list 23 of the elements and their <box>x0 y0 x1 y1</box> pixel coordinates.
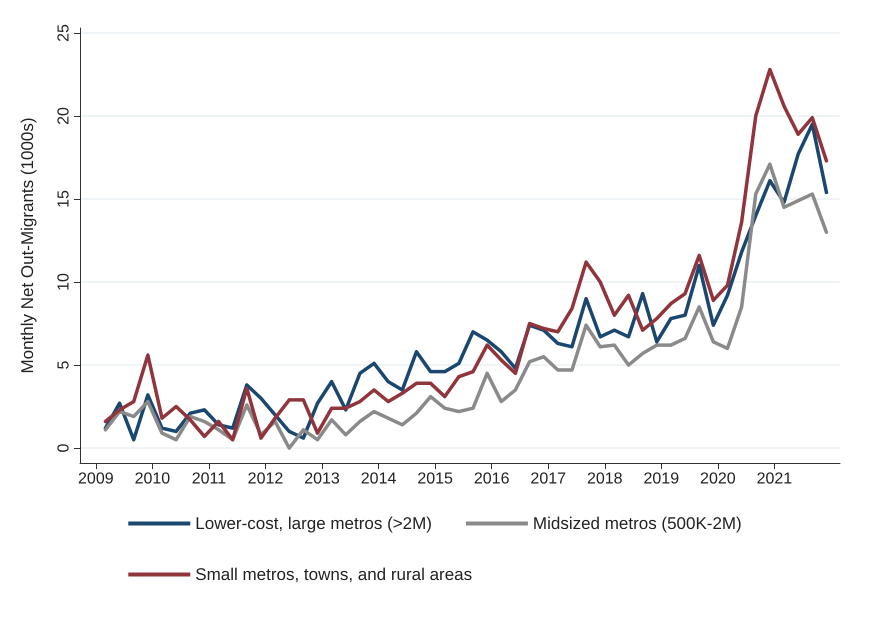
x-tick-label: 2015 <box>417 470 454 488</box>
x-tick-label: 2014 <box>360 470 396 488</box>
y-tick-label: 0 <box>56 444 72 453</box>
y-tick-label: 15 <box>56 190 72 208</box>
x-tick-label: 2016 <box>474 470 510 488</box>
x-tick-label: 2018 <box>586 470 623 488</box>
x-tick-label: 2019 <box>644 470 680 488</box>
y-tick-label: 20 <box>56 106 72 125</box>
x-tick-label: 2009 <box>78 470 114 488</box>
x-tick-label: 2013 <box>304 470 340 488</box>
x-tick-label: 2017 <box>530 470 566 488</box>
x-tick-label: 2011 <box>192 470 226 488</box>
x-tick-label: 2010 <box>134 470 170 488</box>
y-axis-title: Monthly Net Out-Migrants (1000s) <box>18 117 37 374</box>
legend-label: Small metros, towns, and rural areas <box>195 565 472 584</box>
x-tick-label: 2021 <box>756 470 792 488</box>
x-tick-label: 2020 <box>700 470 736 488</box>
x-tick-label: 2012 <box>248 470 284 488</box>
legend-label: Midsized metros (500K-2M) <box>532 514 742 533</box>
y-tick-label: 25 <box>56 24 72 42</box>
y-tick-label: 10 <box>56 273 72 291</box>
legend-label: Lower-cost, large metros (>2M) <box>195 514 432 533</box>
y-tick-label: 5 <box>56 360 72 370</box>
